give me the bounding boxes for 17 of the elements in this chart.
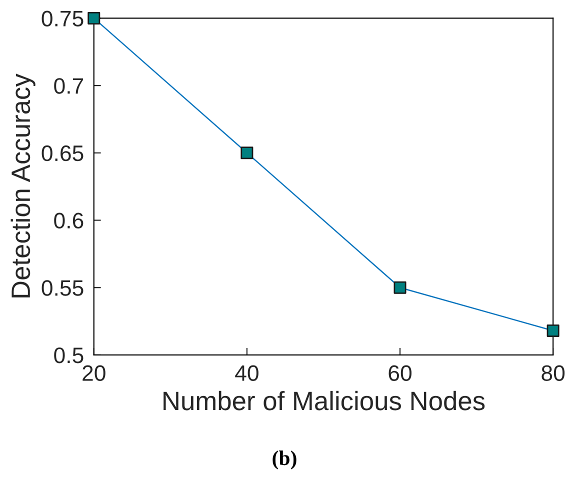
y-axis-title: Detection Accuracy: [10, 74, 36, 298]
text: (b): [272, 450, 296, 470]
x-tick-label: 60: [388, 365, 412, 381]
y-tick-label: 0.7: [54, 78, 84, 94]
x-axis-title: Number of Malicious Nodes: [164, 390, 485, 410]
point: [546, 324, 560, 337]
point: [394, 281, 406, 294]
x-tick-label: 20: [82, 365, 106, 381]
point: [88, 12, 100, 24]
y-tick-label: 0.75: [42, 10, 84, 26]
point: [240, 146, 254, 160]
y-tick-label: 0.5: [54, 347, 84, 364]
y-tick-label: 0.65: [42, 145, 84, 162]
x-tick-label: 40: [235, 365, 258, 381]
y-tick-label: 0.55: [42, 280, 84, 296]
x-tick-label: 80: [542, 365, 565, 381]
y-tick-label: 0.6: [54, 212, 84, 229]
